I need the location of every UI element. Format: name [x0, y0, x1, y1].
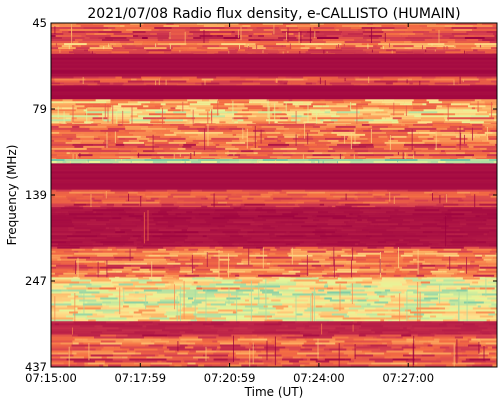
x-tick-label: 07:20:59: [204, 371, 256, 385]
frequency-band: [51, 277, 497, 322]
x-tick-label: 07:15:00: [25, 371, 77, 385]
frequency-band: [51, 49, 497, 55]
frequency-band: [51, 334, 497, 368]
frequency-band: [51, 43, 497, 50]
frequency-band: [51, 189, 497, 208]
y-axis: 45 79 139 247 437: [25, 16, 497, 374]
plot-area: [50, 22, 498, 368]
frequency-band: [51, 207, 497, 248]
frequency-band: [51, 321, 497, 335]
spectrogram-image: [51, 23, 497, 368]
frequency-band: [51, 76, 497, 86]
frequency-band: [51, 53, 497, 77]
frequency-band: [51, 246, 497, 278]
y-tick-label: 45: [32, 16, 47, 30]
y-tick-label: 139: [25, 188, 47, 202]
x-axis: 07:15:00 07:17:59 07:20:59 07:24:00 07:27:00: [25, 23, 434, 385]
frequency-band: [51, 159, 497, 164]
x-tick-label: 07:17:59: [114, 371, 166, 385]
x-tick-label: 07:24:00: [293, 371, 345, 385]
frequency-band: [51, 99, 497, 125]
x-axis-label: Time (UT): [244, 385, 304, 399]
y-tick-label: 437: [25, 360, 47, 374]
y-axis-label: Frequency (MHz): [5, 145, 19, 246]
chart-title: 2021/07/08 Radio flux density, e-CALLIST…: [87, 6, 460, 22]
x-tick-label: 07:27:00: [382, 371, 434, 385]
y-tick-label: 79: [32, 102, 47, 116]
frequency-band: [51, 163, 497, 191]
frequency-band: [51, 85, 497, 100]
y-tick-label: 247: [25, 274, 47, 288]
frequency-band: [51, 23, 497, 44]
frequency-band: [51, 150, 497, 160]
frequency-band: [51, 123, 497, 151]
